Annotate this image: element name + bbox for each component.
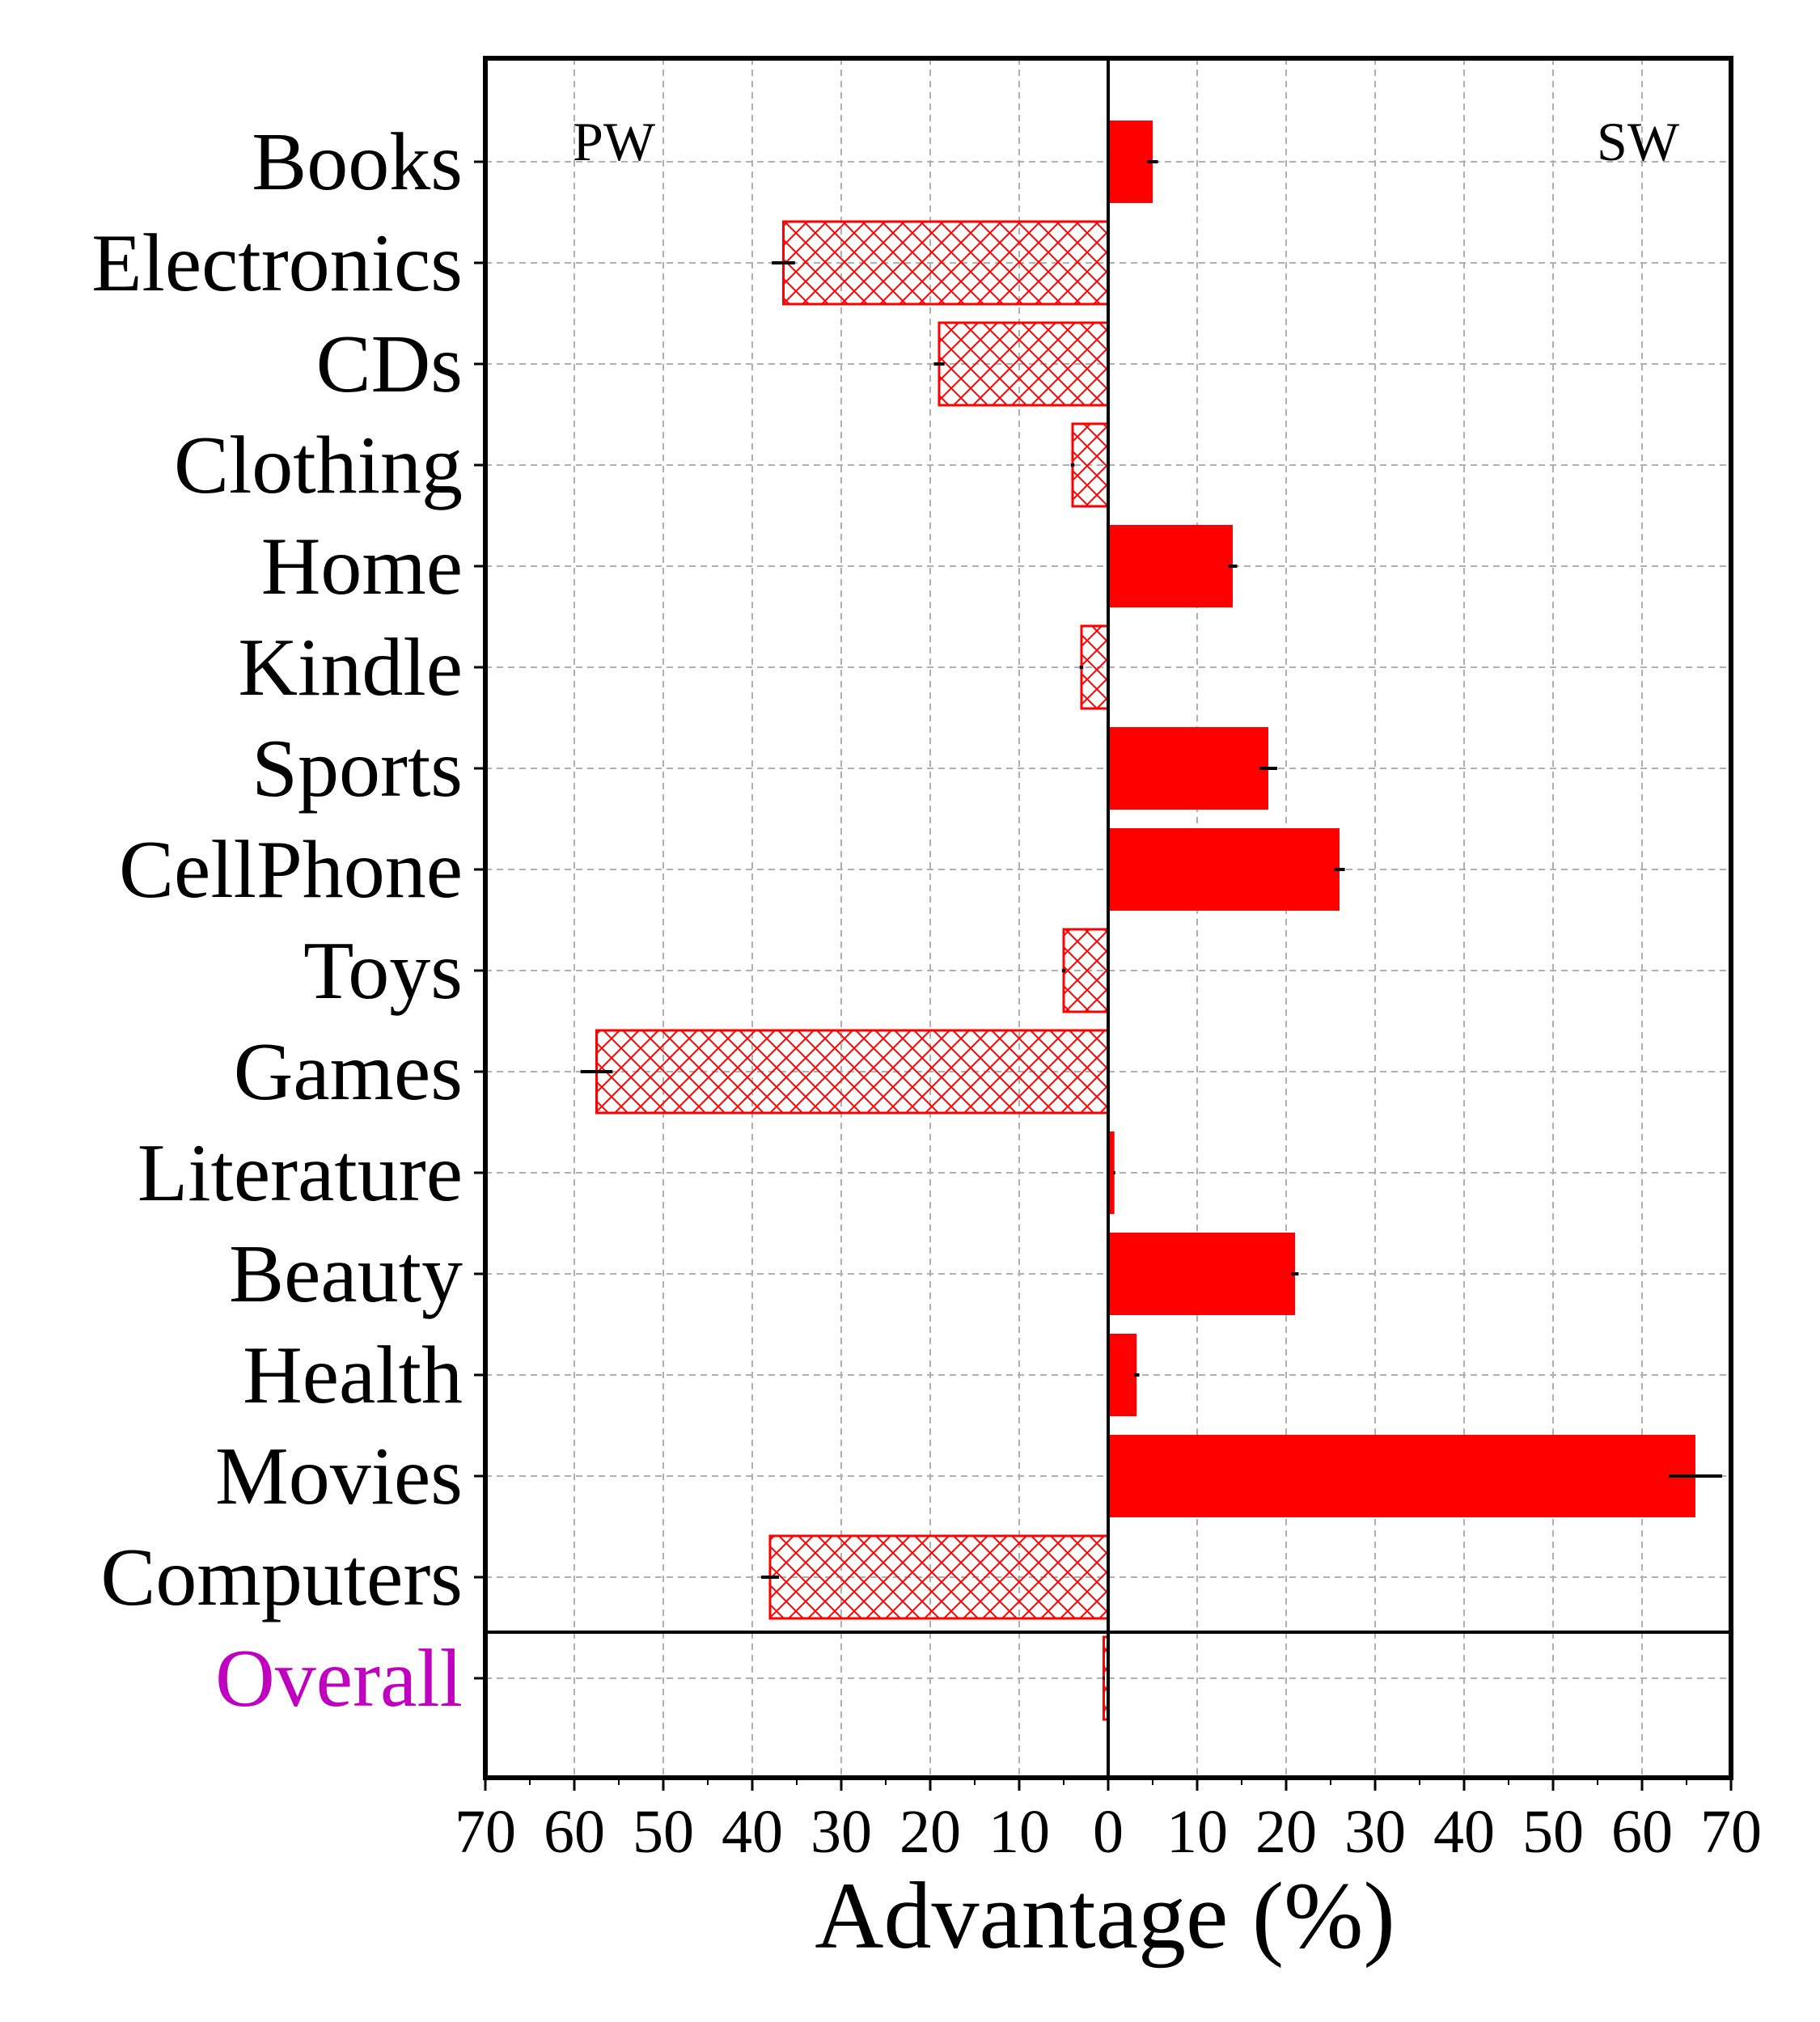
x-tick-label: 40 [722, 1798, 783, 1866]
bars [595, 121, 1695, 1721]
category-label-literature: Literature [138, 1127, 463, 1219]
x-tick-label: 50 [1522, 1798, 1584, 1866]
category-label-overall: Overall [215, 1633, 463, 1724]
category-label-beauty: Beauty [229, 1229, 463, 1320]
category-label-books: Books [252, 116, 463, 208]
category-label-toys: Toys [303, 925, 463, 1017]
category-label-computers: Computers [100, 1532, 463, 1623]
x-tick-label: 10 [988, 1798, 1050, 1866]
annotation-left: PW [573, 111, 656, 172]
x-tick-label: 30 [811, 1798, 872, 1866]
x-tick-label: 70 [1700, 1798, 1762, 1866]
error-bars [580, 160, 1722, 1680]
category-label-home: Home [261, 521, 463, 612]
x-tick-label: 50 [633, 1798, 694, 1866]
bar-computers [768, 1534, 1110, 1620]
category-label-kindle: Kindle [238, 622, 463, 713]
category-label-electronics: Electronics [91, 218, 463, 309]
x-tick-label: 60 [1611, 1798, 1673, 1866]
bar-kindle [1080, 624, 1110, 710]
x-tick-label: 20 [1255, 1798, 1317, 1866]
x-tick-label: 20 [899, 1798, 961, 1866]
x-tick-label: 60 [544, 1798, 605, 1866]
bar-cds [938, 321, 1110, 407]
x-tick-label: 0 [1093, 1798, 1124, 1866]
bar-electronics [782, 220, 1110, 306]
bar-clothing [1071, 422, 1110, 508]
bar-movies [1108, 1435, 1695, 1517]
x-tick-label: 70 [455, 1798, 516, 1866]
bar-cellphone [1108, 828, 1340, 911]
bar-toys [1062, 928, 1110, 1013]
x-axis-label: Advantage (%) [815, 1863, 1395, 1969]
x-tick-label: 10 [1166, 1798, 1228, 1866]
axes: 70 60 50 40 30 20 10 0 10 20 30 40 50 60 70 [455, 56, 1762, 1866]
bar-health [1108, 1334, 1137, 1416]
bar-literature [1108, 1132, 1115, 1214]
bar-sports [1108, 727, 1268, 810]
category-label-games: Games [234, 1026, 463, 1118]
annotation-right: SW [1597, 111, 1680, 172]
bar-beauty [1108, 1233, 1295, 1315]
category-label-cellphone: CellPhone [119, 824, 463, 916]
bar-games [595, 1029, 1110, 1115]
x-tick-label: 30 [1344, 1798, 1406, 1866]
category-label-clothing: Clothing [174, 420, 463, 511]
bar-home [1108, 525, 1233, 607]
category-label-sports: Sports [252, 723, 463, 814]
category-label-movies: Movies [215, 1431, 463, 1522]
category-label-health: Health [243, 1330, 463, 1421]
x-tick-label: 40 [1433, 1798, 1495, 1866]
category-label-cds: CDs [316, 319, 463, 410]
bar-books [1108, 121, 1153, 203]
labels: PW SW Advantage (%) Books Electronics CDs C… [91, 111, 1680, 1969]
